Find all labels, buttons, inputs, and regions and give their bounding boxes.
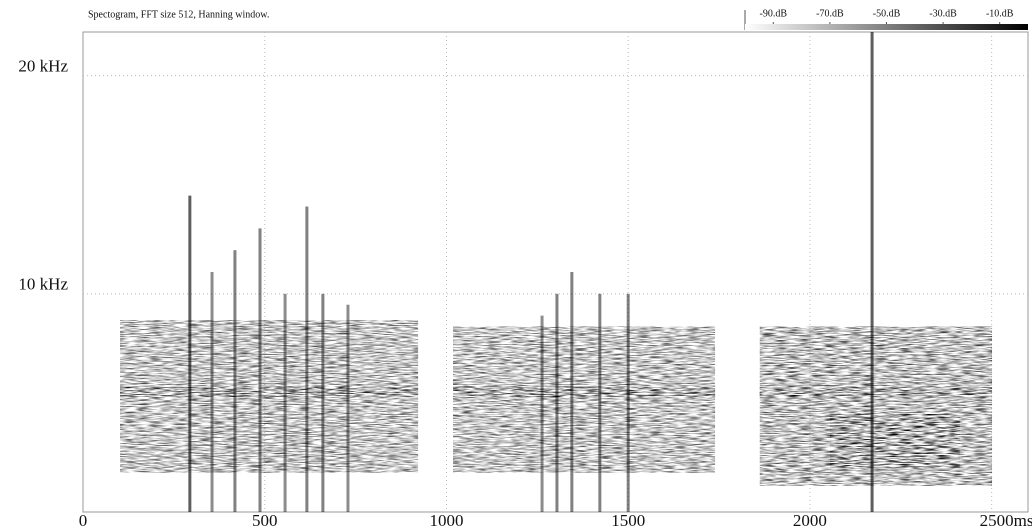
click: [346, 304, 350, 512]
colorbar: [745, 24, 1028, 30]
click: [540, 315, 544, 512]
spectrogram: [120, 320, 993, 486]
x-tick-label: 1500: [611, 511, 645, 530]
click: [321, 293, 325, 512]
colorbar-tick-label: -10.dB: [986, 8, 1014, 19]
colorbar-tick-label: -30.dB: [929, 8, 957, 19]
x-tick-label: 2500ms: [980, 511, 1032, 530]
click: [598, 293, 602, 512]
colorbar-tick-label: -70.dB: [816, 8, 844, 19]
click: [570, 272, 574, 512]
plot-frame: [82, 31, 1029, 513]
x-tick-label: 1000: [429, 511, 463, 530]
click: [188, 195, 192, 513]
y-tick-label: 20 kHz: [18, 57, 68, 76]
colorbar-tick-label: -50.dB: [873, 8, 901, 19]
click: [305, 206, 309, 512]
click: [626, 293, 630, 512]
x-tick-label: 2000: [793, 511, 827, 530]
click: [870, 32, 874, 512]
noise-burst: [453, 326, 716, 473]
click: [555, 293, 559, 512]
chart-title: Spectogram, FFT size 512, Hanning window…: [88, 9, 269, 20]
click: [233, 250, 237, 512]
x-tick-label: 500: [252, 511, 278, 530]
tone: [120, 387, 419, 397]
click: [258, 228, 262, 512]
x-tick-label: 0: [79, 511, 88, 530]
colorbar-tick-label: -90.dB: [760, 8, 788, 19]
click: [283, 293, 287, 512]
y-tick-label: 10 kHz: [18, 275, 68, 294]
tone: [453, 387, 716, 397]
noise-burst: [829, 413, 961, 469]
tone: [759, 387, 993, 397]
click: [210, 272, 214, 512]
